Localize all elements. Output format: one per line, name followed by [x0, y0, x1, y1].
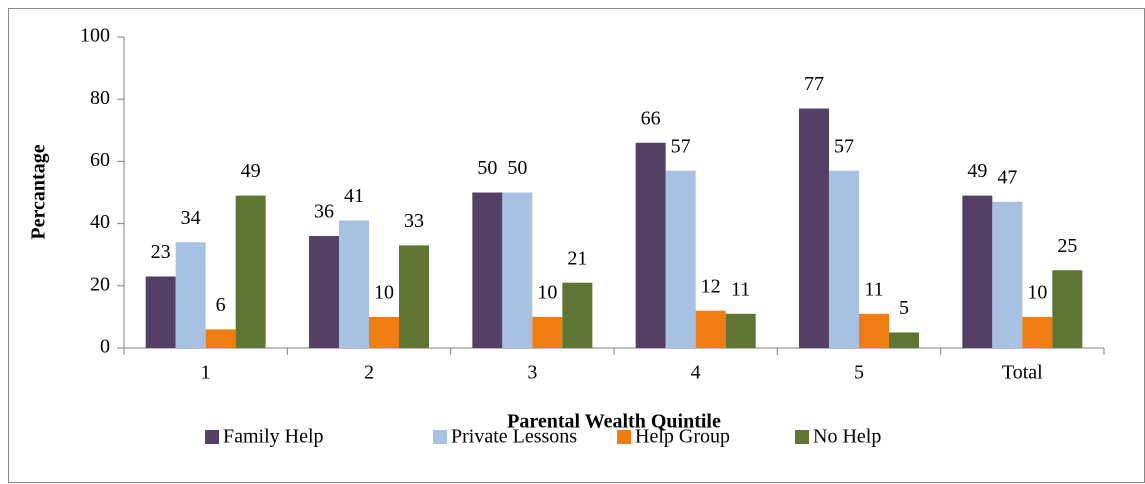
- data-label: 49: [967, 160, 987, 182]
- bar: [235, 195, 266, 348]
- data-label: 10: [374, 281, 394, 303]
- x-tick-label: 3: [527, 362, 537, 384]
- data-label: 5: [899, 297, 909, 319]
- legend-swatch: [433, 430, 447, 444]
- y-tick-label: 80: [90, 87, 110, 109]
- data-label: 50: [507, 157, 527, 179]
- x-tick-label: 4: [691, 362, 701, 384]
- bar: [1022, 316, 1053, 348]
- data-label: 50: [477, 157, 497, 179]
- data-label: 10: [1027, 281, 1047, 303]
- y-tick-label: 60: [90, 149, 110, 171]
- data-label: 11: [864, 278, 883, 300]
- bar: [1052, 270, 1083, 348]
- y-axis-title: Percantage: [28, 144, 50, 239]
- legend-swatch: [617, 430, 631, 444]
- data-label: 21: [567, 247, 587, 269]
- data-label: 11: [731, 278, 750, 300]
- data-label: 34: [181, 207, 201, 229]
- data-label: 57: [671, 135, 691, 157]
- bar: [725, 313, 756, 348]
- data-label: 57: [834, 135, 854, 157]
- y-tick-label: 100: [80, 25, 110, 47]
- data-label: 66: [641, 107, 661, 129]
- data-label: 36: [314, 201, 334, 223]
- y-tick-label: 20: [90, 273, 110, 295]
- data-label: 12: [701, 275, 721, 297]
- legend-label: No Help: [813, 426, 881, 448]
- bar: [562, 282, 593, 348]
- data-label: 47: [997, 166, 1017, 188]
- bar: [799, 108, 829, 348]
- bar: [472, 192, 503, 348]
- bar: [369, 316, 399, 348]
- x-tick-label: 5: [854, 362, 864, 384]
- bar: [502, 192, 533, 348]
- bar: [339, 220, 369, 348]
- y-tick-label: 0: [100, 336, 110, 358]
- data-label: 49: [241, 160, 261, 182]
- bar: [695, 310, 726, 348]
- bar: [889, 332, 919, 348]
- data-label: 77: [804, 73, 824, 95]
- bar: [962, 195, 993, 348]
- bar: [665, 170, 696, 348]
- bar: [859, 313, 889, 348]
- legend-swatch: [795, 430, 809, 444]
- x-tick-label: Total: [1002, 362, 1043, 384]
- data-label: 6: [216, 294, 226, 316]
- bar: [829, 170, 859, 348]
- bar: [635, 142, 666, 348]
- legend-swatch: [205, 430, 219, 444]
- legend-label: Family Help: [223, 426, 324, 448]
- data-label: 10: [537, 281, 557, 303]
- x-tick-label: 2: [364, 362, 374, 384]
- y-tick-label: 40: [90, 211, 110, 233]
- legend-label: Private Lessons: [451, 426, 577, 448]
- data-label: 33: [404, 210, 424, 232]
- bar: [992, 201, 1023, 348]
- x-axis-title: Parental Wealth Quintile: [507, 411, 721, 433]
- bar: [145, 276, 176, 348]
- bar: [399, 245, 429, 348]
- bar: [175, 242, 206, 348]
- data-label: 25: [1057, 235, 1077, 257]
- data-label: 23: [151, 241, 171, 263]
- x-tick-label: 1: [201, 362, 211, 384]
- bar: [205, 329, 236, 348]
- bar: [532, 316, 563, 348]
- data-label: 41: [344, 185, 364, 207]
- bar: [309, 236, 339, 348]
- legend-label: Help Group: [635, 426, 730, 448]
